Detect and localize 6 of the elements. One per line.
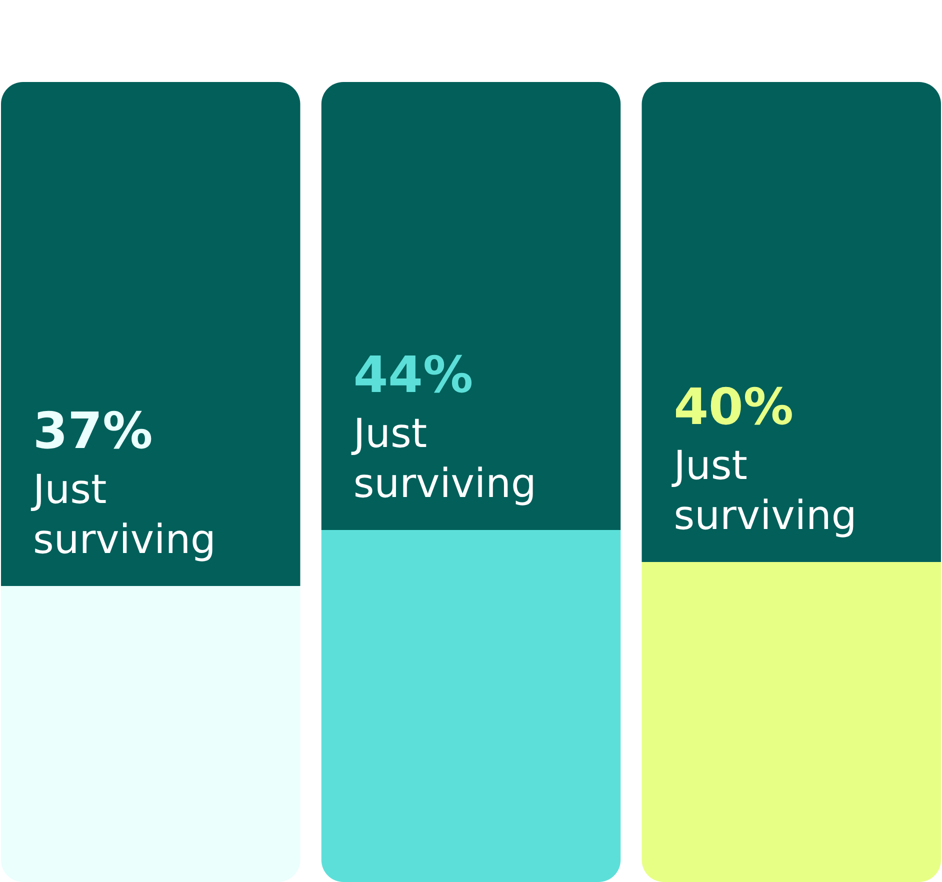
text: Just surviving xyxy=(353,411,536,507)
data-label: 37% xyxy=(33,402,153,460)
data-label: 44% xyxy=(353,346,474,404)
text: Just surviving xyxy=(674,443,857,539)
data-label: 40% xyxy=(674,378,794,436)
series-label: Just surviving xyxy=(30,467,216,563)
